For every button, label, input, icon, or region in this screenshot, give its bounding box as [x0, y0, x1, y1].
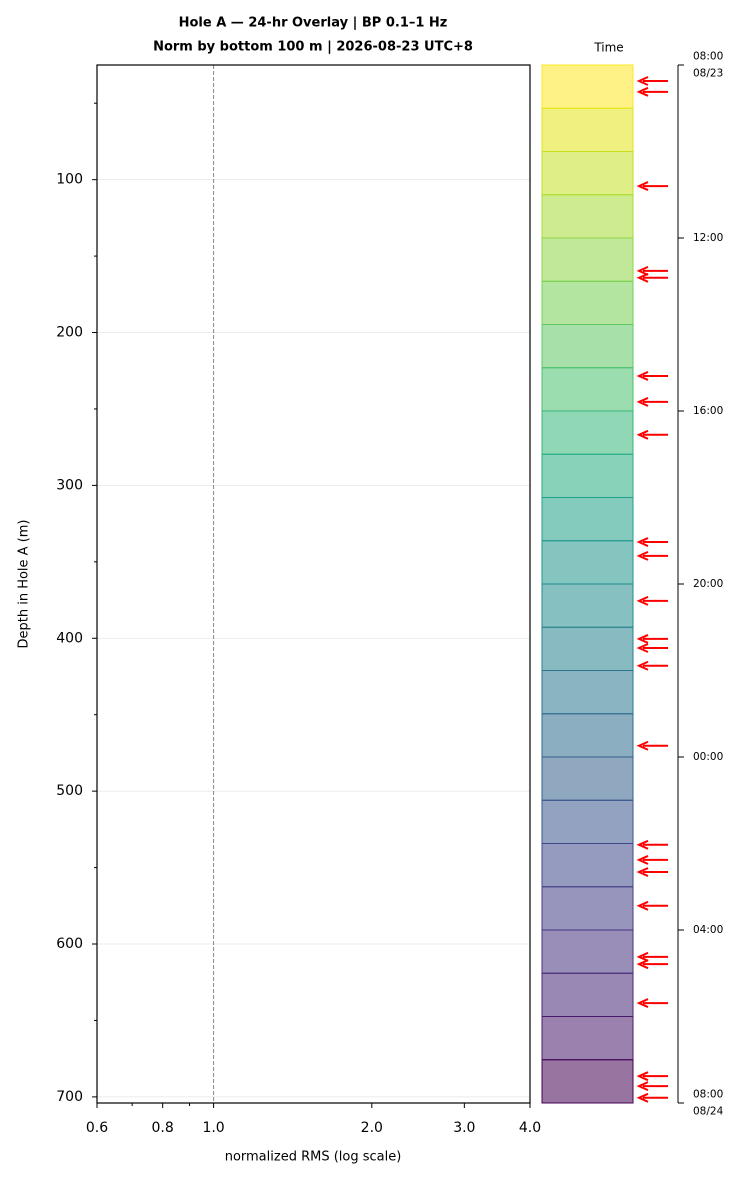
time-tick-label: 04:00 — [693, 924, 723, 936]
event-arrow — [636, 595, 668, 606]
time-band — [541, 151, 634, 196]
time-tick-label: 12:00 — [693, 232, 723, 244]
event-arrow — [636, 429, 668, 440]
time-band — [541, 324, 634, 369]
x-tick-label: 1.0 — [202, 1120, 224, 1136]
time-band — [541, 237, 634, 282]
x-tick-label: 2.0 — [361, 1120, 383, 1136]
time-band — [541, 929, 634, 974]
y-tick-label: 600 — [56, 936, 83, 952]
event-arrow — [636, 867, 668, 877]
strip-label: Time — [593, 41, 623, 55]
time-band — [541, 843, 634, 888]
y-axis-label: Depth in Hole A (m) — [17, 519, 32, 648]
event-arrow — [636, 998, 668, 1009]
time-band — [541, 64, 634, 109]
event-arrow — [636, 537, 668, 547]
time-band — [541, 540, 634, 585]
time-band — [541, 626, 634, 671]
time-band — [541, 583, 634, 628]
time-band — [541, 453, 634, 498]
plot-frame — [96, 64, 531, 1104]
time-tick-label: 00:00 — [693, 751, 723, 763]
event-arrow — [636, 855, 668, 865]
y-tick-label: 700 — [56, 1089, 83, 1105]
time-band — [541, 497, 634, 542]
time-band — [541, 972, 634, 1017]
event-arrow — [636, 86, 668, 97]
event-arrow — [636, 839, 668, 850]
time-tick-label: 16:00 — [693, 405, 723, 417]
y-tick-label: 400 — [56, 630, 83, 646]
y-tick-label: 500 — [56, 783, 83, 799]
event-arrow — [636, 397, 668, 407]
time-tick-label: 08:00 08/24 — [693, 1089, 724, 1118]
time-band — [541, 1016, 634, 1061]
time-band — [541, 799, 634, 844]
event-arrow — [636, 951, 668, 962]
event-arrow — [636, 1081, 668, 1092]
event-arrow — [636, 550, 668, 561]
x-tick-label: 3.0 — [453, 1120, 475, 1136]
time-tick-label: 08:00 08/23 — [693, 51, 723, 80]
time-band — [541, 410, 634, 455]
x-tick-label: 0.6 — [86, 1120, 108, 1136]
event-arrow — [636, 76, 668, 86]
event-arrow — [636, 1092, 668, 1103]
time-band — [541, 367, 634, 412]
time-tick-label: 20:00 — [693, 578, 723, 590]
time-band — [541, 280, 634, 325]
y-tick-label: 200 — [56, 325, 83, 341]
event-arrow — [636, 265, 668, 276]
chart-title: Hole A — 24-hr Overlay | BP 0.1–1 Hz — [179, 16, 448, 31]
event-arrow — [636, 740, 668, 751]
event-arrow — [636, 959, 668, 970]
event-arrow — [636, 634, 668, 644]
time-band — [541, 194, 634, 239]
event-arrow — [636, 371, 668, 381]
time-band — [541, 107, 634, 152]
chart-subtitle: Norm by bottom 100 m | 2026-08-23 UTC+8 — [153, 40, 473, 55]
time-band — [541, 1059, 634, 1104]
time-band — [541, 670, 634, 715]
time-band — [541, 756, 634, 801]
x-axis-label: normalized RMS (log scale) — [225, 1150, 402, 1165]
y-tick-label: 100 — [56, 172, 83, 188]
event-arrow — [636, 900, 668, 911]
event-arrow — [636, 643, 668, 653]
event-arrow — [636, 660, 668, 671]
y-tick-label: 300 — [56, 477, 83, 493]
event-arrow — [636, 1071, 668, 1082]
x-tick-label: 4.0 — [519, 1120, 541, 1136]
time-band — [541, 886, 634, 931]
x-tick-label: 0.8 — [152, 1120, 174, 1136]
event-arrow — [636, 272, 668, 283]
event-arrow — [636, 181, 668, 192]
time-band — [541, 713, 634, 758]
